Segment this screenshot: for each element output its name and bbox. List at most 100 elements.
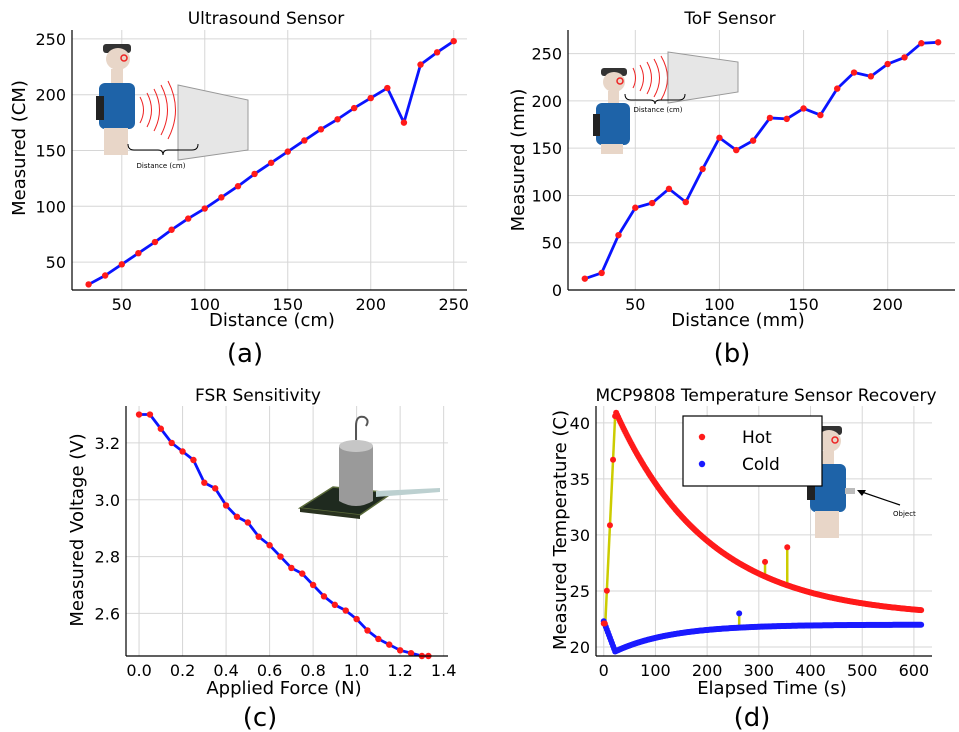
data-point: [665, 185, 673, 193]
data-point: [682, 198, 689, 206]
data-point: [699, 165, 706, 173]
y-tick-label: 50: [46, 253, 66, 272]
y-tick-label: 200: [531, 92, 562, 111]
legend-label-hot: Hot: [742, 428, 772, 448]
x-tick-label: 150: [788, 295, 819, 314]
data-point: [800, 105, 807, 112]
panel-ultrasound: Ultrasound Sensor Distance (cm) 50 100 15: [9, 9, 469, 369]
inset-illustration: Object: [807, 426, 916, 538]
chart-title: MCP9808 Temperature Sensor Recovery: [595, 386, 936, 406]
panel-fsr: FSR Sensitivity 0.0 0.2 0.4 0.6 0.8 1.0 1.2 1.4…: [67, 386, 456, 732]
data-point: [266, 542, 273, 549]
ticks: 50 100 150 200 0 50 100 150 200 250: [531, 45, 903, 314]
data-point: [168, 226, 175, 233]
data-point: [135, 249, 142, 257]
data-point: [749, 137, 757, 144]
x-tick-label: 50: [625, 295, 645, 314]
data-point: [233, 513, 241, 520]
legend-marker-hot: [698, 433, 706, 441]
inset-illustration: Distance (cm): [96, 44, 249, 170]
data-point: [417, 61, 424, 68]
legend-box: [682, 415, 823, 487]
ticks: 0 100 200 300 400 500 600 20 25 30 35 40: [570, 414, 930, 680]
data-layer: [85, 37, 457, 288]
series-line: [139, 413, 429, 658]
data-point: [267, 159, 275, 166]
x-tick-label: 0: [599, 661, 609, 680]
data-point: [251, 170, 258, 178]
axes-frame: [595, 406, 932, 657]
y-tick-label: 100: [35, 197, 66, 216]
x-tick-label: 50: [112, 295, 132, 314]
x-tick-label: 1.2: [387, 661, 412, 680]
inset-illustration: [297, 415, 440, 519]
data-point: [201, 205, 208, 212]
x-tick-label: 200: [872, 295, 903, 314]
grid: [126, 406, 448, 656]
panel-temperature: MCP9808 Temperature Sensor Recovery Obje…: [550, 386, 937, 732]
data-point: [901, 54, 908, 61]
cold-data-point: [918, 621, 925, 628]
y-axis-label: Measured (mm): [508, 89, 529, 232]
data-point: [168, 439, 175, 447]
y-tick-label: 250: [35, 30, 66, 49]
data-point: [284, 148, 291, 155]
x-tick-label: 100: [704, 295, 735, 314]
chart-title: FSR Sensitivity: [195, 386, 321, 406]
x-tick-label: 200: [355, 295, 386, 314]
data-point: [277, 553, 284, 560]
data-point: [433, 49, 441, 56]
data-point: [367, 94, 374, 102]
data-point: [632, 204, 639, 211]
data-point: [331, 601, 339, 609]
grid: [72, 30, 467, 290]
data-point: [364, 627, 371, 634]
y-tick-label: 2.8: [95, 548, 120, 567]
data-point: [299, 570, 306, 577]
data-layer: [581, 39, 942, 282]
hot-data-point: [610, 456, 617, 463]
inset-label: Distance (cm): [634, 106, 683, 114]
x-tick-label: 0.2: [170, 661, 195, 680]
data-layer: [135, 411, 432, 660]
y-tick-label: 0: [552, 281, 562, 300]
y-tick-label: 2.6: [95, 604, 120, 623]
data-point: [118, 261, 125, 268]
hot-data-point: [603, 587, 610, 594]
data-point: [350, 104, 358, 112]
data-point: [222, 502, 230, 509]
inset-illustration: Distance (cm): [593, 51, 739, 154]
ticks: 50 100 150 200 250 50 100 150 200 250: [35, 30, 469, 314]
panel-label: (c): [243, 703, 278, 732]
series-line: [584, 40, 939, 280]
y-tick-label: 40: [570, 414, 590, 433]
data-point: [255, 533, 262, 540]
data-point: [212, 485, 219, 492]
y-tick-label: 150: [531, 139, 562, 158]
data-point: [334, 116, 341, 123]
data-point: [884, 60, 891, 68]
data-point: [648, 199, 656, 207]
hot-data-point: [606, 522, 613, 529]
y-tick-label: 250: [531, 45, 562, 64]
x-tick-label: 400: [795, 661, 826, 680]
axes-frame: [71, 30, 467, 291]
legend-marker-cold: [698, 460, 706, 468]
y-tick-label: 100: [531, 186, 562, 205]
x-tick-label: 500: [847, 661, 878, 680]
data-point: [766, 114, 774, 122]
hot-data-point: [784, 544, 791, 551]
data-point: [101, 272, 109, 279]
y-tick-label: 150: [35, 142, 66, 161]
data-point: [598, 269, 605, 277]
x-tick-label: 300: [744, 661, 775, 680]
data-point: [342, 607, 349, 614]
data-point: [309, 581, 317, 589]
data-point: [450, 37, 457, 45]
x-tick-label: 600: [899, 661, 930, 680]
panel-label: (b): [714, 339, 751, 369]
x-tick-label: 0.8: [300, 661, 325, 680]
data-point: [934, 39, 942, 46]
panel-label: (d): [734, 703, 771, 732]
